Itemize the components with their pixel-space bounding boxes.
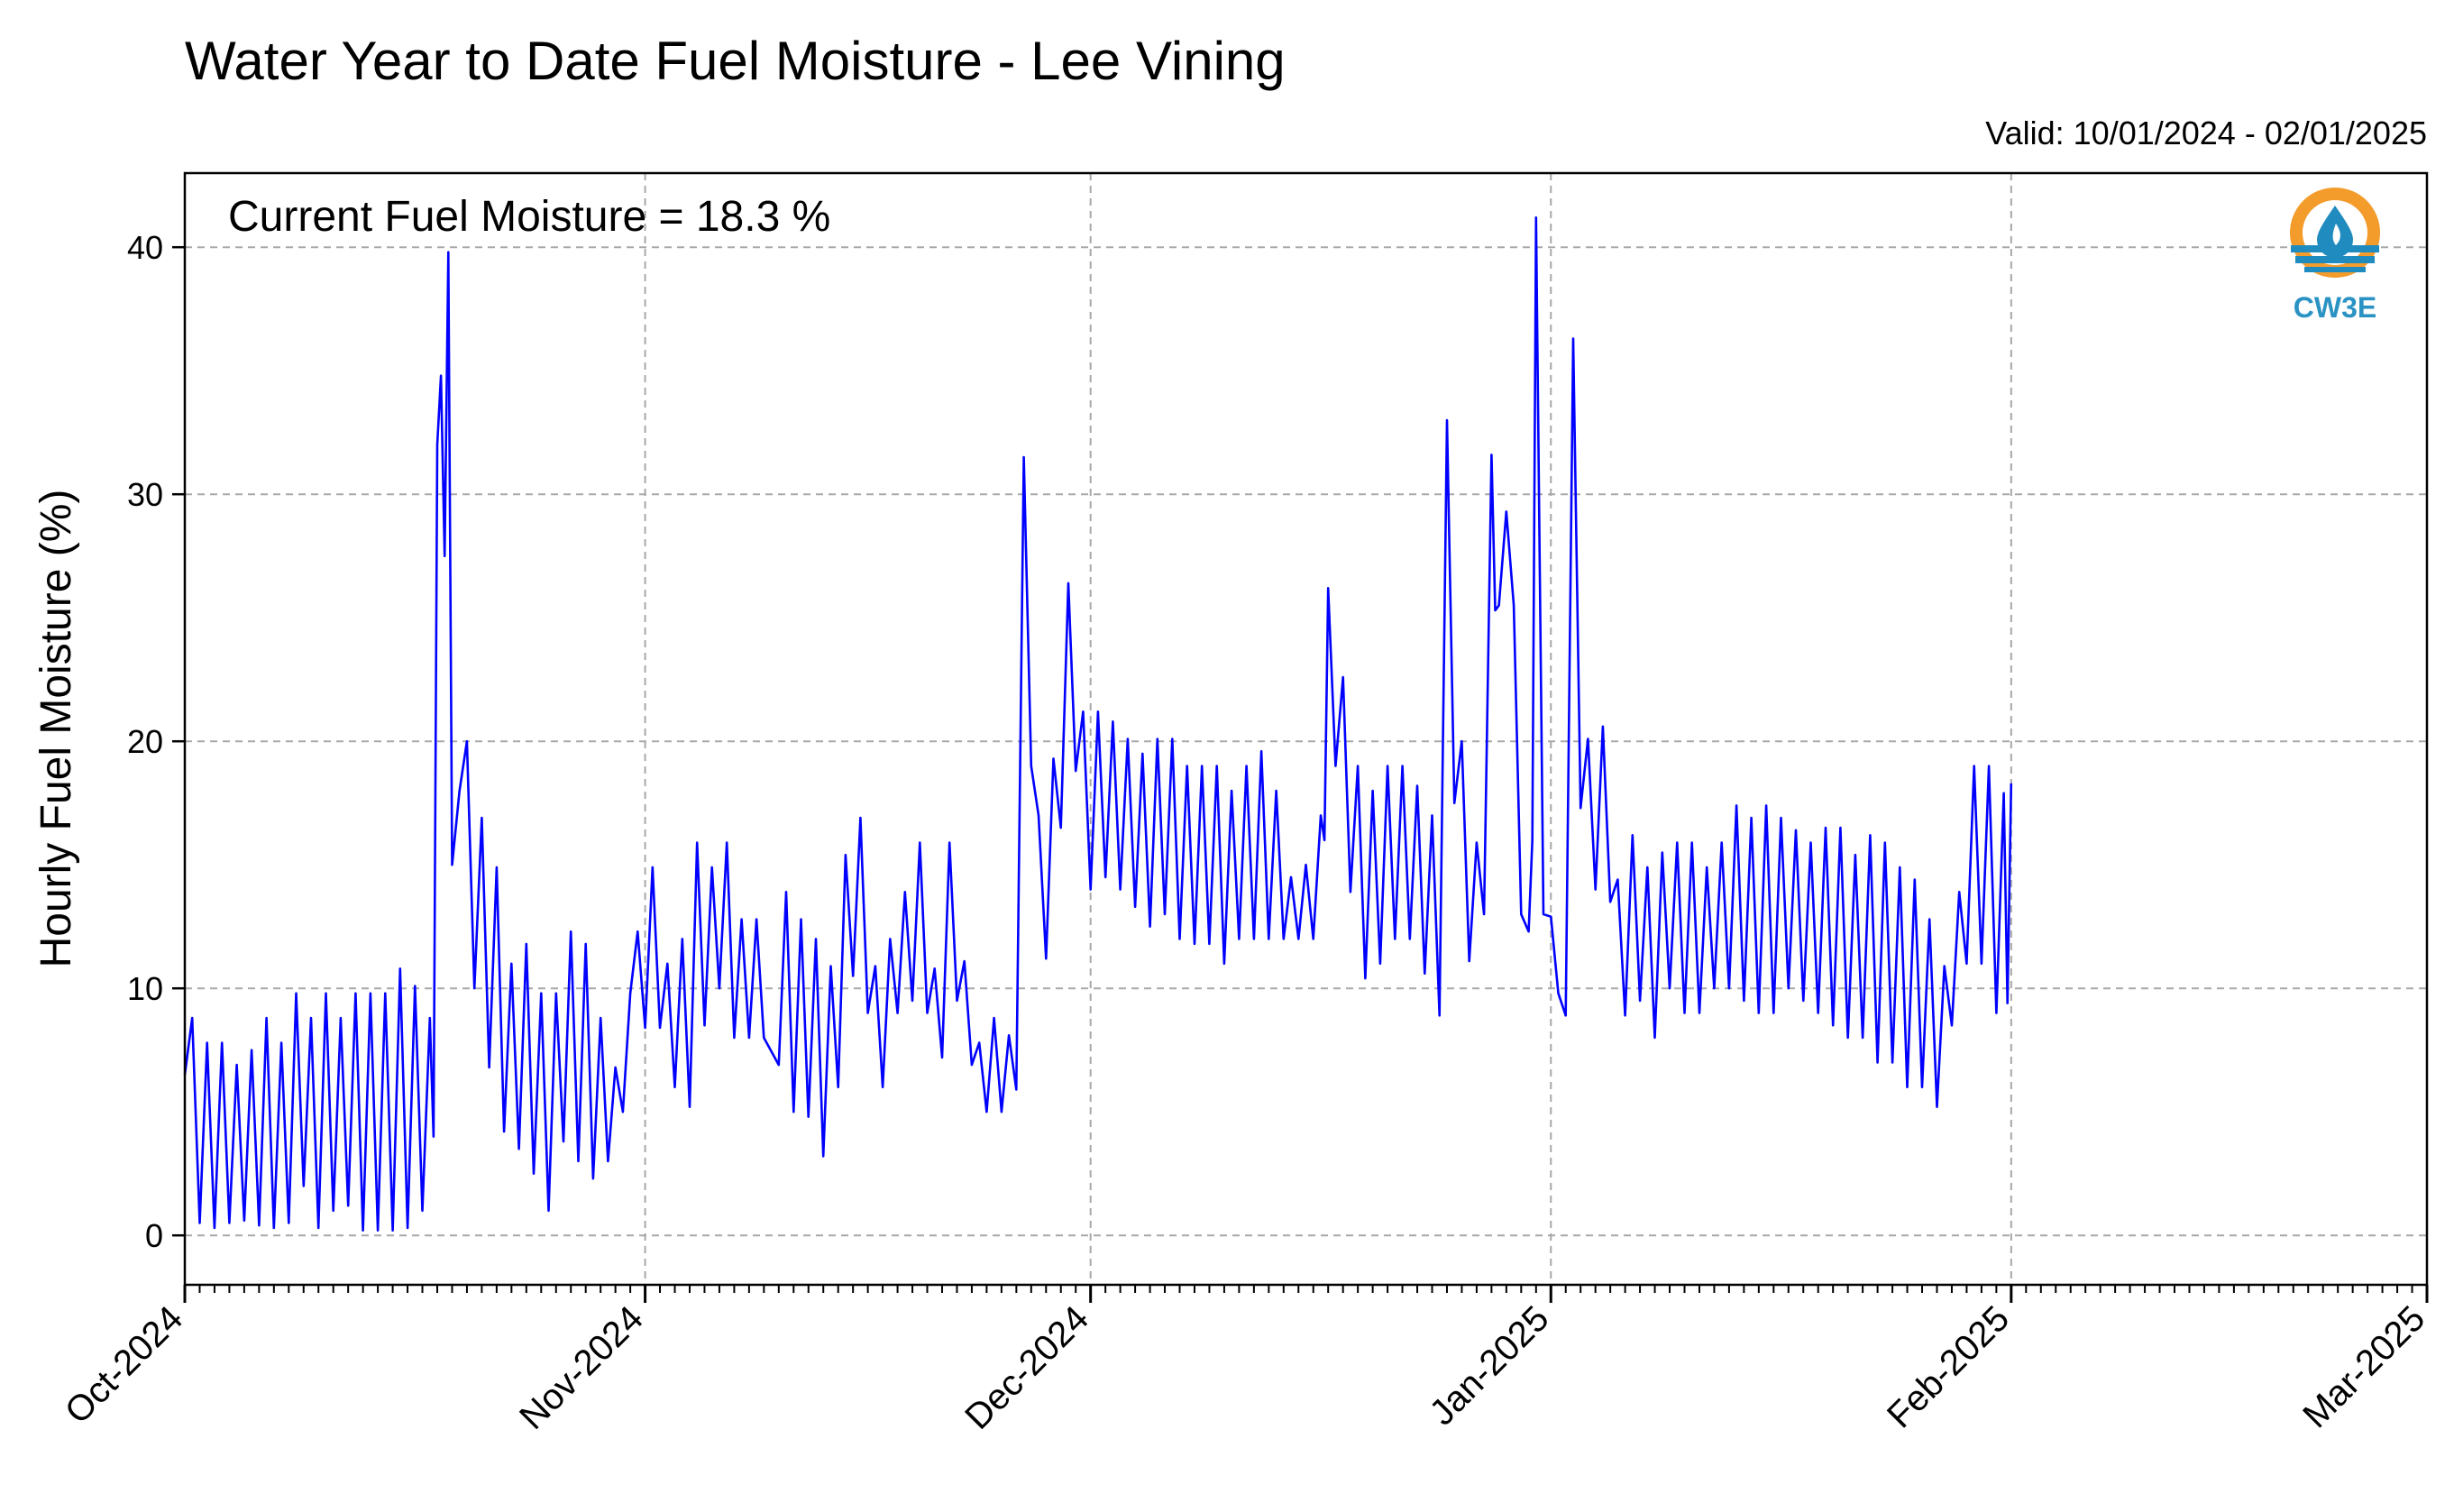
logo-wave-3 (2304, 267, 2366, 272)
series-layer (183, 216, 2013, 1232)
chart-title: Water Year to Date Fuel Moisture - Lee V… (185, 31, 1286, 91)
logo-flame-icon (2332, 224, 2340, 245)
chart-subtitle: Valid: 10/01/2024 - 02/01/2025 (1985, 115, 2427, 151)
x-axis: Oct-2024 Nov-2024 Dec-2024 Jan-2025 Feb-2025… (58, 1285, 2432, 1437)
x-tick-label: Feb-2025 (1880, 1298, 2017, 1435)
y-tick-label: 30 (127, 476, 163, 513)
plot-frame (183, 171, 2429, 1287)
logo-wave-1 (2291, 245, 2379, 252)
y-axis: 0 10 20 30 40 (127, 229, 185, 1254)
y-tick-label: 40 (127, 229, 163, 266)
y-tick-label: 10 (127, 970, 163, 1007)
cw3e-logo: CW3E (2290, 188, 2380, 324)
logo-wave-2 (2295, 256, 2375, 263)
y-tick-label: 20 (127, 723, 163, 760)
y-axis-label: Hourly Fuel Moisture (%) (32, 490, 80, 968)
series-line (183, 216, 2013, 1232)
y-tick-label: 0 (145, 1217, 163, 1254)
x-tick-label: Nov-2024 (512, 1298, 651, 1437)
logo-text: CW3E (2294, 291, 2376, 324)
x-tick-label: Oct-2024 (58, 1298, 190, 1431)
x-tick-label: Jan-2025 (1423, 1298, 1557, 1433)
x-tick-label: Mar-2025 (2295, 1298, 2432, 1435)
x-tick-label: Dec-2024 (957, 1298, 1096, 1437)
current-moisture-annotation: Current Fuel Moisture = 18.3 % (228, 193, 830, 241)
